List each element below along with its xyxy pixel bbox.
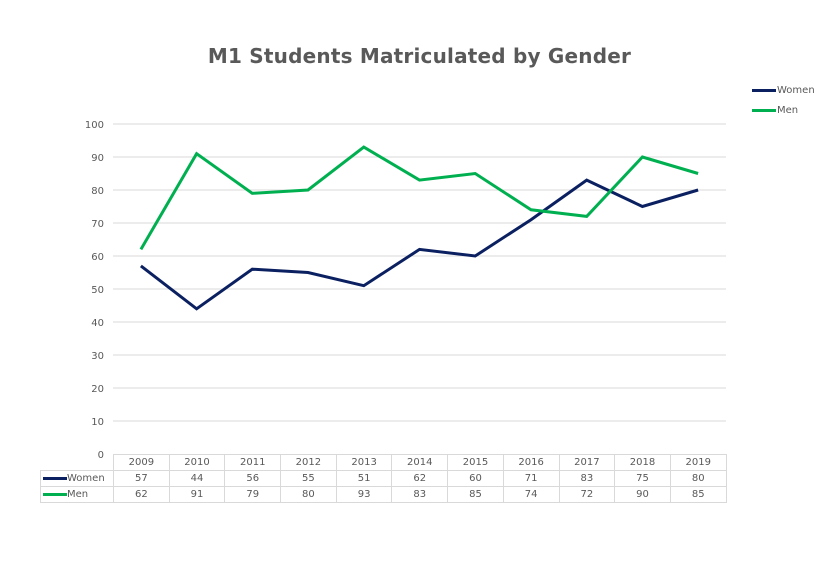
y-tick-label: 10 xyxy=(91,417,104,428)
legend-item-men: Men xyxy=(752,100,815,120)
table-row-women: Women 57 44 56 55 51 62 60 71 83 75 80 xyxy=(40,470,727,487)
table-cell: 80 xyxy=(280,486,337,503)
series-line-men xyxy=(139,145,699,251)
legend-swatch-men xyxy=(752,108,776,112)
table-cell: 80 xyxy=(669,470,727,487)
table-cell: 83 xyxy=(558,470,616,487)
header-cell: 2010 xyxy=(168,454,226,471)
y-tick-label: 30 xyxy=(91,351,104,362)
header-cell: 2019 xyxy=(669,454,727,471)
table-cell: 93 xyxy=(335,486,393,503)
header-cell: 2011 xyxy=(224,454,282,471)
series-line-women xyxy=(139,178,699,311)
table-cell: 62 xyxy=(113,486,170,503)
header-cell: 2009 xyxy=(113,454,170,471)
header-cell: 2017 xyxy=(558,454,616,471)
header-cell: 2013 xyxy=(335,454,393,471)
row-swatch-women xyxy=(43,476,67,480)
table-cell: 51 xyxy=(335,470,393,487)
header-cell: 2014 xyxy=(391,454,449,471)
y-tick-label: 40 xyxy=(91,318,104,329)
y-tick-label: 60 xyxy=(91,252,104,263)
row-label-men: Men xyxy=(67,489,89,500)
header-cell: 2012 xyxy=(280,454,337,471)
y-tick-label: 50 xyxy=(91,285,104,296)
legend-label-men: Men xyxy=(777,104,799,116)
table-cell: 83 xyxy=(391,486,449,503)
series-lines xyxy=(139,145,699,311)
data-table-header-row: 2009 2010 2011 2012 2013 2014 2015 2016 … xyxy=(40,454,727,471)
data-table-corner xyxy=(40,454,114,471)
row-header-men: Men xyxy=(40,486,114,503)
table-cell: 85 xyxy=(669,486,727,503)
header-cell: 2016 xyxy=(502,454,560,471)
y-tick-label: 90 xyxy=(91,153,104,164)
legend-item-women: Women xyxy=(752,80,815,100)
y-tick-label: 70 xyxy=(91,219,104,230)
table-cell: 56 xyxy=(224,470,282,487)
chart-legend: Women Men xyxy=(752,80,815,120)
table-cell: 75 xyxy=(614,470,671,487)
table-cell: 60 xyxy=(447,470,504,487)
table-cell: 91 xyxy=(168,486,226,503)
legend-swatch-women xyxy=(752,88,776,92)
table-cell: 72 xyxy=(558,486,616,503)
table-cell: 79 xyxy=(224,486,282,503)
y-tick-label: 80 xyxy=(91,186,104,197)
table-cell: 62 xyxy=(391,470,449,487)
table-row-men: Men 62 91 79 80 93 83 85 74 72 90 85 xyxy=(40,486,727,503)
header-cell: 2018 xyxy=(614,454,671,471)
table-cell: 71 xyxy=(502,470,560,487)
row-swatch-men xyxy=(43,492,67,496)
table-cell: 74 xyxy=(502,486,560,503)
table-cell: 85 xyxy=(447,486,504,503)
table-cell: 90 xyxy=(614,486,671,503)
row-label-women: Women xyxy=(67,473,105,484)
header-cell: 2015 xyxy=(447,454,504,471)
chart-title: M1 Students Matriculated by Gender xyxy=(207,44,632,68)
row-header-women: Women xyxy=(40,470,114,487)
legend-label-women: Women xyxy=(777,84,815,96)
table-cell: 44 xyxy=(168,470,226,487)
gridlines xyxy=(113,123,726,422)
y-tick-label: 100 xyxy=(85,120,104,131)
table-cell: 55 xyxy=(280,470,337,487)
data-table: 2009 2010 2011 2012 2013 2014 2015 2016 … xyxy=(40,454,727,503)
table-cell: 57 xyxy=(113,470,170,487)
y-tick-label: 20 xyxy=(91,384,104,395)
